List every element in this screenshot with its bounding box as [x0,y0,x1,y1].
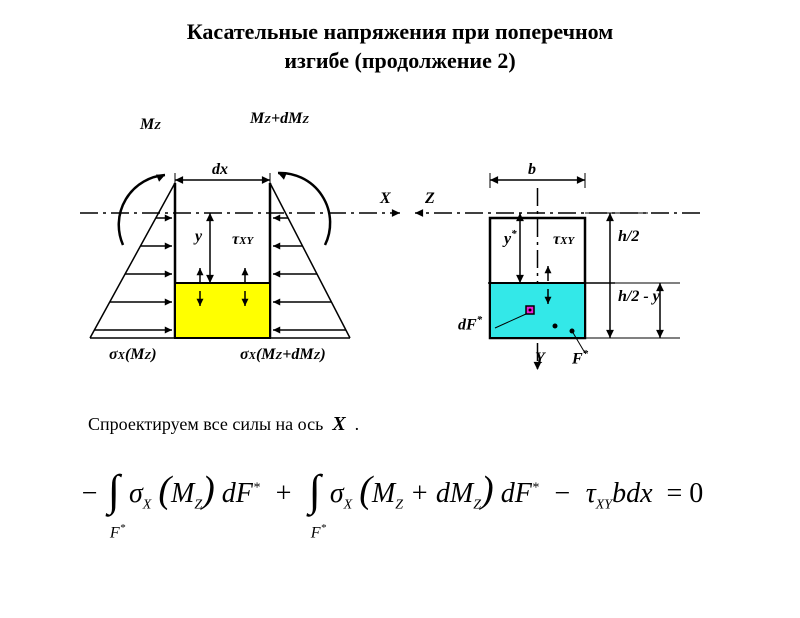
label-b: b [528,161,536,179]
label-tau-right: τXY [553,231,574,249]
label-sigma-left: σX(MZ) [109,346,157,364]
label-dx: dx [212,161,228,179]
label-h2: h/2 [618,228,639,246]
label-y: y [195,228,202,246]
label-h2y: h/2 - y [618,288,660,306]
title-line-2: изгибе (продолжение 2) [284,48,515,73]
label-X: X [380,190,391,208]
label-sigma-right: σX(MZ+dMZ) [240,346,326,364]
label-tau-left: τXY [232,231,253,249]
label-Mz: MZ [140,116,161,134]
equilibrium-equation: − ∫ F* σX (MZ) dF* + ∫ F* σX (MZ + dMZ) … [80,468,760,514]
diagram-stage: MZ MZ+dMZ dx y τXY X σX(MZ) σX(MZ+dMZ) Z… [0,88,800,388]
label-Fstar: F* [572,348,588,368]
label-MzdMz: MZ+dMZ [250,110,309,128]
diagram-svg [0,88,800,388]
label-dF: dF* [458,314,482,334]
label-Y: Y [535,350,545,368]
projection-sentence: Спроектируем все силы на ось X . [88,413,359,436]
label-ystar: y* [504,228,517,248]
title-line-1: Касательные напряжения при поперечном [187,19,613,44]
label-Z: Z [425,190,435,208]
